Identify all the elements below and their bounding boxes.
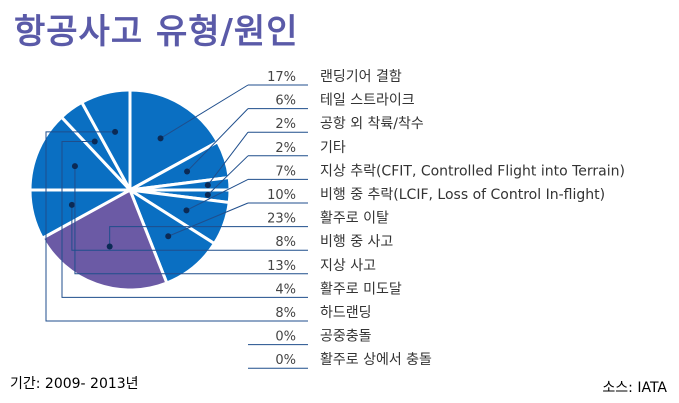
category-label-mid-air: 공중충돌 bbox=[320, 329, 372, 345]
pct-label-tail-strike: 6% bbox=[275, 94, 296, 109]
slice-runway-excursion bbox=[40, 187, 169, 292]
leader-dot-other bbox=[204, 191, 211, 198]
leader-dot-in-flight bbox=[68, 201, 75, 208]
category-label-hard-landing: 하드랜딩 bbox=[320, 305, 372, 321]
leader-dot-ground bbox=[71, 163, 78, 170]
leader-line-loc-i bbox=[168, 202, 249, 237]
leader-line-undershoot bbox=[61, 140, 248, 298]
category-label-loc-i: 비행 중 추락(LCIF, Loss of Control In-flight) bbox=[320, 187, 605, 203]
pct-label-hard-landing: 8% bbox=[275, 306, 296, 321]
pct-label-ground: 13% bbox=[267, 259, 296, 274]
leader-line-in-flight bbox=[71, 204, 248, 251]
leader-lines bbox=[45, 84, 308, 369]
leader-dot-landing-gear bbox=[157, 135, 164, 142]
pct-label-off-airport: 2% bbox=[275, 117, 296, 132]
pct-label-other: 2% bbox=[275, 141, 296, 156]
slice-ground bbox=[28, 114, 134, 192]
pct-label-undershoot: 4% bbox=[275, 282, 296, 297]
leader-line-cfit bbox=[186, 178, 249, 211]
leader-dot-tail-strike bbox=[184, 168, 191, 175]
slice-landing-gear bbox=[128, 88, 220, 193]
category-label-other: 기타 bbox=[320, 140, 346, 156]
category-label-landing-gear: 랜딩기어 결함 bbox=[320, 69, 402, 85]
leader-line-landing-gear bbox=[160, 84, 249, 139]
leader-dot-runway-excursion bbox=[106, 243, 113, 250]
leader-line-other bbox=[207, 155, 249, 196]
leader-line-hard-landing bbox=[45, 131, 248, 322]
source-note: 소스: IATA bbox=[602, 380, 667, 396]
legend-labels: 17% 랜딩기어 결함 6% 테일 스트라이크 2% 공항 외 착륙/착수 2% 기타 7% 지상… bbox=[267, 69, 625, 368]
category-label-cfit: 지상 추락(CFIT, Controlled Flight into Terra… bbox=[320, 163, 625, 179]
leader-line-runway-excursion bbox=[109, 226, 248, 247]
pct-label-cfit: 7% bbox=[275, 164, 296, 179]
pct-label-runway-collision: 0% bbox=[275, 353, 296, 368]
category-label-ground: 지상 사고 bbox=[320, 258, 376, 274]
leader-dot-cfit bbox=[183, 207, 190, 214]
pct-label-loc-i: 10% bbox=[267, 188, 296, 203]
category-label-in-flight: 비행 중 사고 bbox=[320, 234, 393, 250]
category-label-off-airport: 공항 외 착륙/착수 bbox=[320, 116, 424, 132]
page-title: 항공사고 유형/원인 bbox=[14, 12, 299, 52]
leader-dot-off-airport bbox=[204, 182, 211, 189]
period-note: 기간: 2009- 2013년 bbox=[10, 376, 139, 392]
pct-label-in-flight: 8% bbox=[275, 235, 296, 250]
leader-line-tail-strike bbox=[186, 108, 249, 172]
pie-slices bbox=[28, 88, 232, 292]
leader-dot-undershoot bbox=[91, 138, 98, 145]
pct-label-mid-air: 0% bbox=[275, 330, 296, 345]
slice-hard-landing bbox=[79, 88, 132, 191]
category-label-tail-strike: 테일 스트라이크 bbox=[320, 93, 415, 109]
category-label-runway-excursion: 활주로 이탈 bbox=[320, 211, 389, 227]
category-label-runway-collision: 활주로 상에서 충돌 bbox=[320, 352, 432, 368]
pct-label-runway-excursion: 23% bbox=[267, 212, 296, 227]
leader-line-off-airport bbox=[207, 131, 249, 186]
leader-dot-loc-i bbox=[165, 233, 172, 240]
pct-label-landing-gear: 17% bbox=[267, 70, 296, 85]
leader-dot-hard-landing bbox=[112, 128, 119, 135]
leader-line-ground bbox=[74, 166, 248, 275]
category-label-undershoot: 활주로 미도달 bbox=[320, 281, 402, 297]
